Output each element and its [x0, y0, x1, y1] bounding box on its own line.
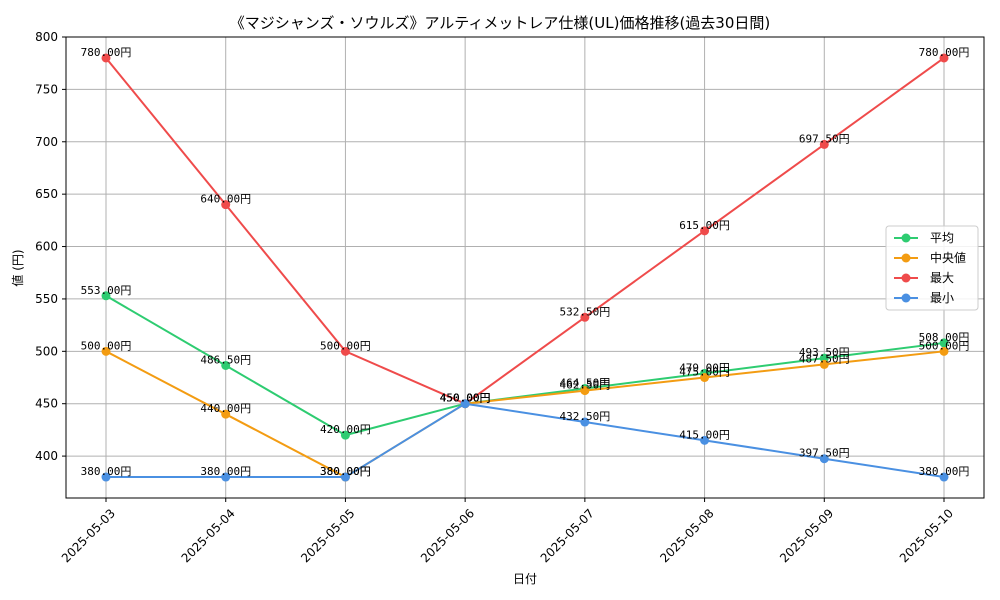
data-point [819, 353, 829, 363]
data-point [819, 454, 829, 464]
legend-marker [901, 273, 911, 283]
data-label: 697.50円 [799, 132, 850, 145]
data-label: 532.50円 [559, 305, 610, 318]
data-point [101, 472, 111, 482]
series-line [105, 350, 945, 479]
data-label: 508.00円 [919, 331, 970, 344]
data-label: 493.50円 [799, 346, 850, 359]
data-point [939, 346, 949, 356]
data-label: 464.50円 [559, 377, 610, 390]
data-label: 479.00円 [679, 361, 730, 374]
data-label: 780.00円 [81, 46, 132, 59]
data-label: 450.00円 [440, 392, 491, 405]
data-point [221, 200, 231, 210]
data-label: 553.00円 [81, 284, 132, 297]
data-point [101, 291, 111, 301]
plot-frame [65, 36, 985, 499]
data-point [580, 312, 590, 322]
data-label: 500.00円 [320, 339, 371, 352]
legend-entry: 中央値 [930, 250, 966, 265]
data-label: 380.00円 [81, 465, 132, 478]
y-axis-label: 値 (円) [10, 249, 25, 286]
chart-title: 《マジシャンズ・ソウルズ》アルティメットレア仕様(UL)価格推移(過去30日間) [230, 14, 771, 32]
data-label: 380.00円 [320, 465, 371, 478]
data-label: 420.00円 [320, 423, 371, 436]
data-labels-layer: 553.00円 486.50円 420.00円 450.00円 464.50円 479.0… [81, 46, 970, 478]
legend-marker [901, 233, 911, 243]
y-tick-label: 800 [35, 30, 58, 44]
data-label: 486.50円 [200, 353, 251, 366]
data-point [221, 409, 231, 419]
legend-entry: 平均 [930, 231, 954, 245]
data-label: 450.00円 [440, 392, 491, 405]
data-point [340, 472, 350, 482]
data-point [819, 359, 829, 369]
legend-entry: 最小 [930, 291, 954, 305]
data-point [101, 53, 111, 63]
data-point [939, 53, 949, 63]
data-label: 450.00円 [440, 392, 491, 405]
data-label: 462.50円 [559, 379, 610, 392]
data-point [939, 472, 949, 482]
data-label: 380.00円 [320, 465, 371, 478]
data-label: 450.00円 [440, 392, 491, 405]
data-label: 780.00円 [919, 46, 970, 59]
data-label: 380.00円 [200, 465, 251, 478]
data-label: 487.50円 [799, 352, 850, 365]
data-label: 397.50円 [799, 447, 850, 460]
y-tick-label: 750 [35, 82, 58, 96]
data-point [939, 338, 949, 348]
data-label: 475.00円 [679, 366, 730, 379]
legend-entry: 最大 [930, 271, 954, 285]
data-label: 432.50円 [559, 410, 610, 423]
y-tick-label: 500 [35, 344, 58, 358]
data-point [221, 360, 231, 370]
series-line [105, 57, 945, 405]
y-tick-label: 550 [35, 292, 58, 306]
y-tick-label: 450 [35, 397, 58, 411]
x-axis-label: 日付 [513, 572, 537, 586]
data-point [340, 430, 350, 440]
data-point [580, 417, 590, 427]
data-label: 500.00円 [81, 339, 132, 352]
data-point [819, 139, 829, 149]
series-line [105, 294, 945, 437]
data-label: 440.00円 [200, 402, 251, 415]
data-point [221, 472, 231, 482]
data-point [700, 226, 710, 236]
y-tick-label: 650 [35, 187, 58, 201]
data-label: 500.00円 [919, 339, 970, 352]
data-point [101, 346, 111, 356]
y-tick-label: 700 [35, 135, 58, 149]
y-tick-label: 400 [35, 449, 58, 463]
data-label: 640.00円 [200, 193, 251, 206]
data-point [460, 399, 470, 409]
legend-marker [901, 253, 911, 263]
data-point [700, 435, 710, 445]
data-label: 380.00円 [919, 465, 970, 478]
y-tick-label: 600 [35, 240, 58, 254]
data-label: 615.00円 [679, 219, 730, 232]
data-point [580, 386, 590, 396]
data-label: 415.00円 [679, 428, 730, 441]
legend-box [885, 225, 979, 311]
data-point [700, 373, 710, 383]
series-line [106, 402, 945, 479]
data-point [340, 346, 350, 356]
series-layer [101, 53, 949, 482]
legend-marker [901, 293, 911, 303]
